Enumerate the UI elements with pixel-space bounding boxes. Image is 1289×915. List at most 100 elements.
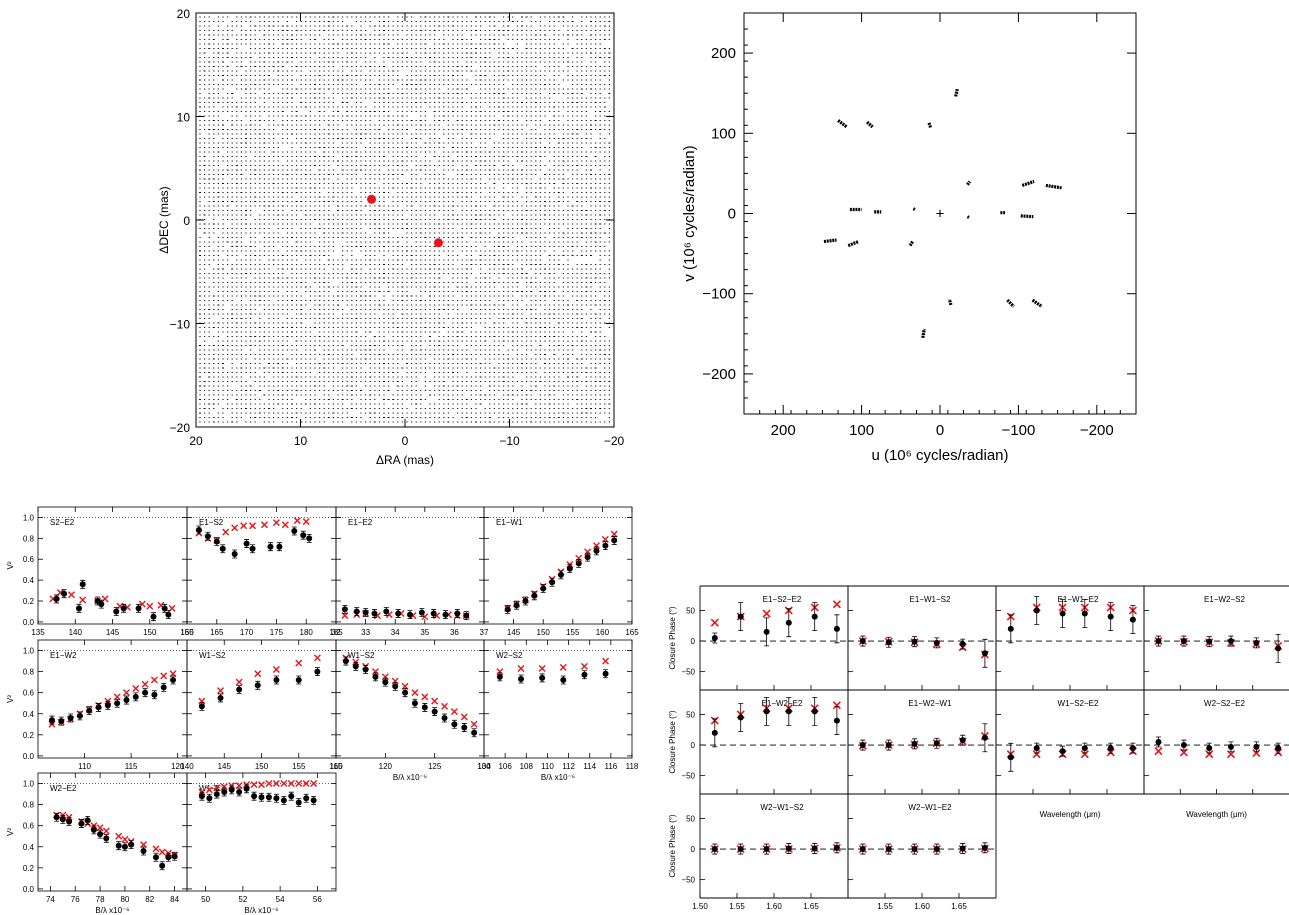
cp-panel: W1−S2−E2 (995, 689, 1145, 795)
y-tick-label: 0.6 (23, 555, 35, 564)
observed-point (132, 693, 139, 700)
observed-point (382, 679, 389, 686)
panel-label: W2−W1−E2 (908, 803, 952, 812)
x-tick-label: 120 (171, 762, 185, 771)
uv-track (1045, 183, 1062, 190)
observed-point (593, 547, 600, 554)
x-tick-label: 37 (480, 628, 489, 637)
observed-point (737, 714, 744, 721)
observed-point (539, 674, 546, 681)
observed-point (763, 708, 770, 715)
model-point (302, 780, 310, 788)
observed-point (113, 608, 120, 615)
observed-point (75, 605, 82, 612)
observed-point (833, 844, 840, 851)
observed-point (160, 684, 167, 691)
y-axis-label: Closure Phase (°) (668, 814, 677, 878)
y-tick-label: 0.4 (23, 576, 35, 585)
observed-point (811, 708, 818, 715)
observed-point (1228, 743, 1234, 750)
panel-frame (483, 639, 633, 759)
observed-point (236, 788, 243, 795)
visibility-panels: 0.0 0.2 0.4 0.6 0.8 1.0 V² 135 140 145 150 155 S2−E2… (6, 506, 639, 915)
model-point (115, 832, 123, 840)
model-point (313, 654, 321, 662)
y-tick-label: −50 (681, 876, 695, 885)
vis-panel: 140 145 150 155 160 W1−S2 (180, 639, 343, 771)
observed-point (833, 717, 840, 724)
uv-track (1006, 298, 1015, 308)
observed-point (1007, 625, 1014, 632)
vis-panel: 160 165 170 175 180 185 E1−S2 (180, 506, 343, 637)
model-point (132, 684, 140, 692)
cp-panel: E1−W2−W1 (847, 689, 997, 795)
observed-point (95, 704, 102, 711)
panel-label: E1−W2−E2 (762, 699, 803, 708)
observed-point (213, 538, 220, 545)
x-axis-label: Wavelength (μm) (1186, 810, 1247, 819)
observed-point (58, 718, 65, 725)
x-tick-label: 200 (771, 422, 796, 439)
observed-point (575, 560, 582, 567)
y-tick-label: −200 (702, 366, 736, 383)
y-tick-label: 0.2 (23, 731, 35, 740)
x-tick-label: 150 (537, 628, 551, 637)
observed-point (504, 606, 511, 613)
vis-panel: 0.0 0.2 0.4 0.6 0.8 1.0 V² 110 115 120 E1−W2 (6, 639, 188, 771)
y-tick-label: 1.0 (23, 647, 35, 656)
observed-point (430, 610, 437, 617)
observed-point (151, 691, 158, 698)
observed-point (228, 786, 235, 793)
x-axis-label: ΔRA (mas) (376, 453, 434, 467)
uv-track (847, 240, 860, 248)
observed-point (123, 697, 130, 704)
observed-point (251, 793, 258, 800)
model-point (295, 659, 303, 667)
model-point (1154, 747, 1163, 756)
x-tick-label: 1.55 (729, 902, 745, 911)
x-tick-label: 140 (180, 762, 194, 771)
observed-point (1206, 638, 1213, 645)
observed-point (1081, 745, 1088, 752)
panel-frame (186, 772, 337, 892)
x-tick-label: 1.60 (766, 902, 782, 911)
y-axis-label: Closure Phase (°) (668, 606, 677, 670)
model-point (235, 678, 243, 686)
y-tick-label: 50 (686, 710, 695, 719)
y-tick-label: 0 (691, 845, 696, 854)
model-point (258, 781, 265, 789)
y-tick-label: −10 (170, 318, 191, 332)
observed-point (243, 785, 250, 792)
observed-point (53, 595, 60, 602)
model-point (231, 524, 239, 532)
y-tick-label: 0 (691, 741, 696, 750)
model-point (1080, 750, 1089, 759)
observed-point (859, 742, 866, 749)
observed-point (602, 670, 609, 677)
panel-label: W2−S2 (496, 651, 523, 660)
y-axis-label: V² (6, 561, 15, 569)
observed-point (198, 793, 205, 800)
x-tick-label: 145 (106, 628, 120, 637)
panel-label: E1−W2−S2 (1204, 595, 1245, 604)
model-point (254, 670, 262, 678)
observed-point (402, 689, 409, 696)
cp-panel: 50 0 −50 Closure Phase (°) E1−S2−E2 (668, 585, 849, 691)
observed-point (833, 625, 840, 632)
x-tick-label: 10 (294, 434, 308, 448)
model-point (222, 528, 230, 536)
observed-point (103, 835, 110, 842)
panel-label: W2−E2 (50, 784, 77, 793)
observed-point (295, 799, 302, 806)
cp-panel: 50 0 −50 Closure Phase (°) 1.50 1.55 1.60 1.65 W… (668, 793, 849, 911)
model-point (1032, 750, 1041, 759)
x-tick-label: 114 (583, 762, 596, 771)
observed-point (273, 677, 280, 684)
observed-point (859, 846, 866, 853)
x-tick-label: −200 (1080, 422, 1114, 439)
x-tick-label: 120 (379, 762, 393, 771)
y-tick-label: 10 (177, 111, 191, 125)
plot-frame (195, 12, 615, 428)
observed-point (128, 841, 135, 848)
model-point (302, 518, 310, 526)
